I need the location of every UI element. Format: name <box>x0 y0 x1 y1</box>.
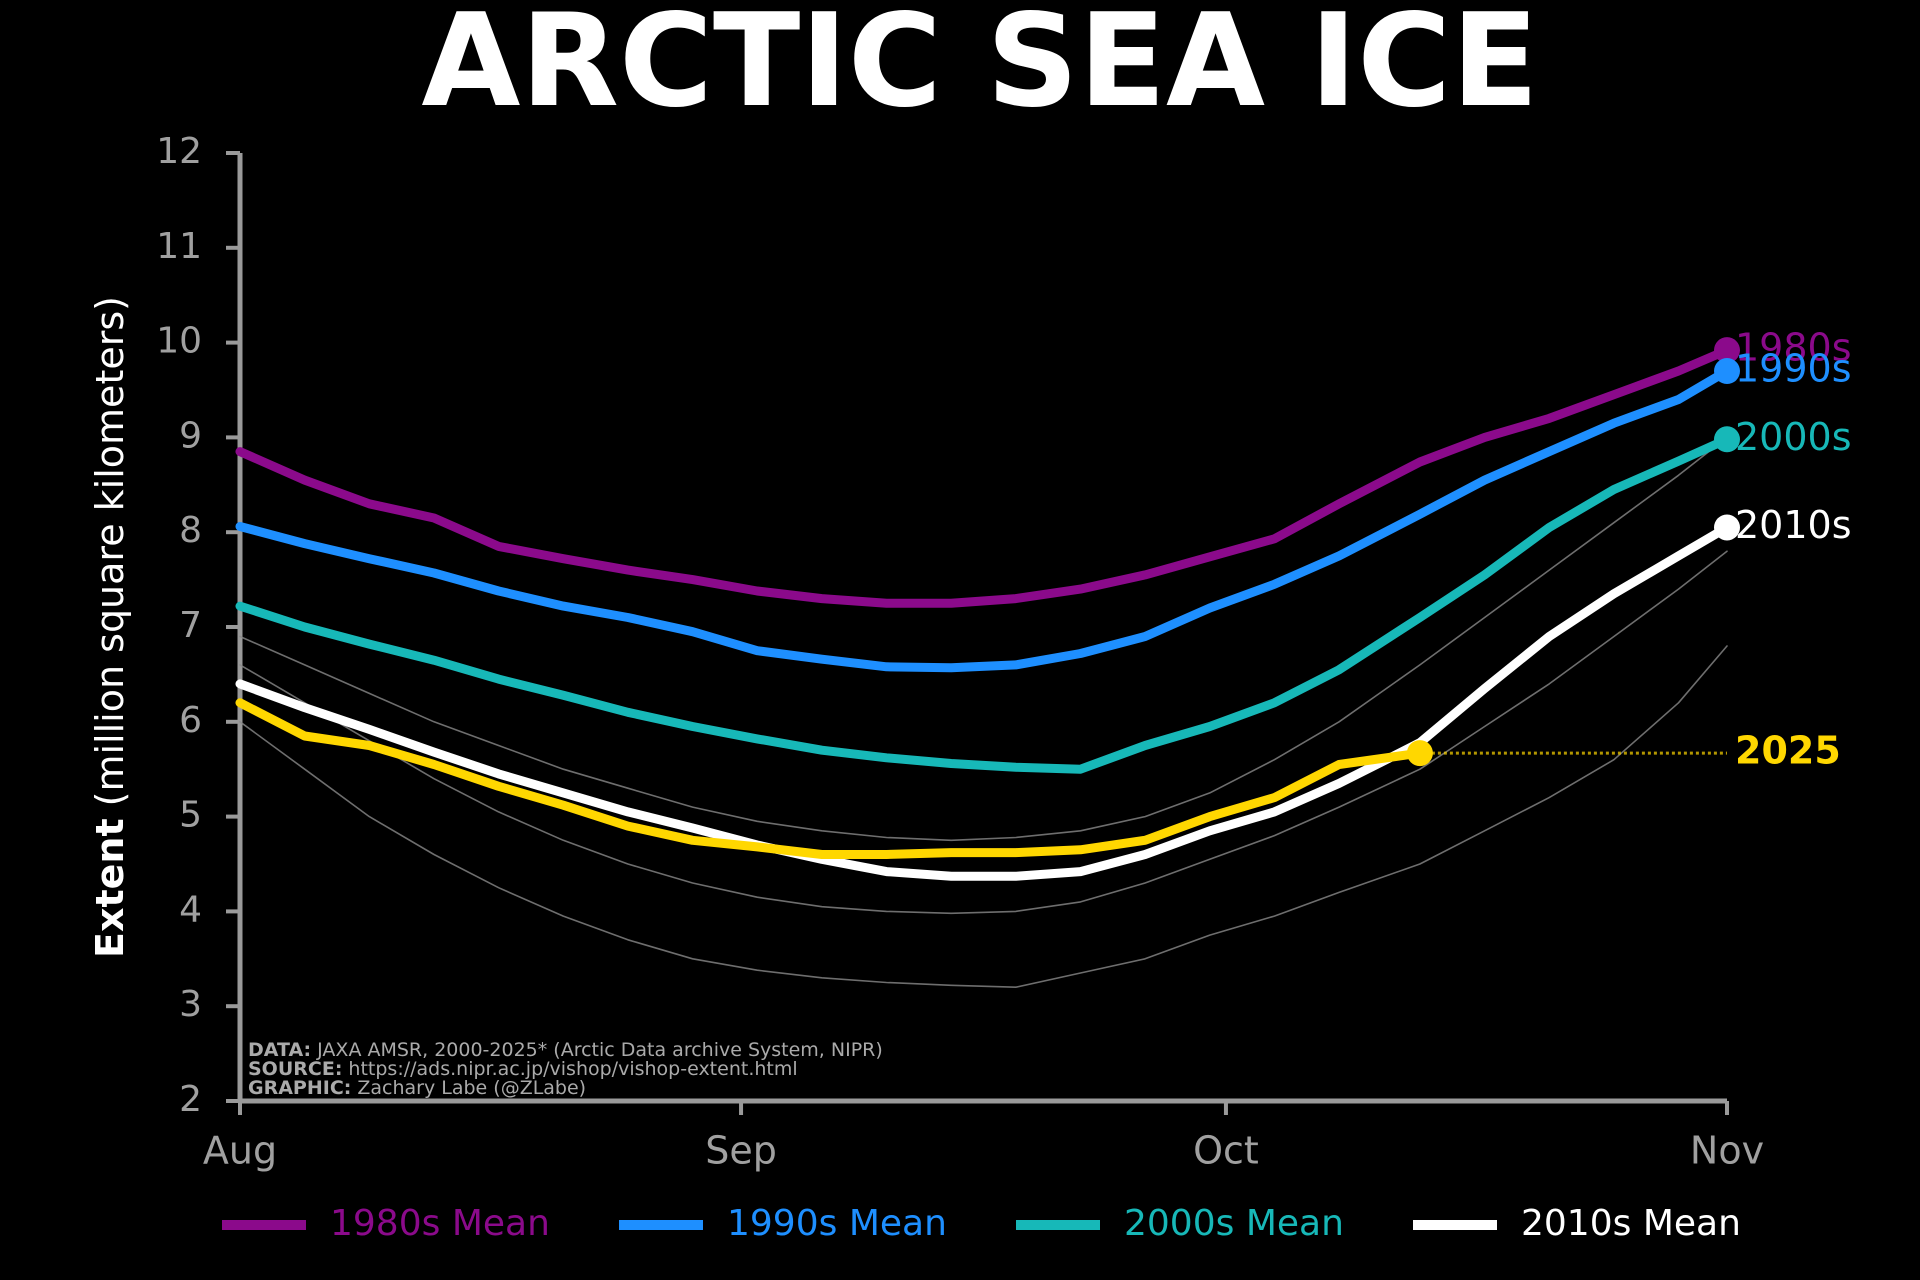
y-tick-label: 12 <box>156 131 202 172</box>
end-label: 2000s <box>1735 415 1852 459</box>
x-tick-label: Aug <box>203 1129 277 1173</box>
y-tick-label: 4 <box>179 889 202 930</box>
end-dot <box>1714 358 1740 385</box>
legend-label: 2000s Mean <box>1124 1203 1344 1244</box>
credit-line: GRAPHIC: Zachary Labe (@ZLabe) <box>248 1077 586 1099</box>
y-axis-title-bold: Extent <box>88 818 132 958</box>
series-line <box>235 345 1732 608</box>
legend-label: 1990s Mean <box>727 1203 947 1244</box>
chart-title: ARCTIC SEA ICE <box>421 0 1538 136</box>
end-label: 2025 <box>1735 729 1841 773</box>
end-dot <box>1406 740 1433 767</box>
credit-label: SOURCE: <box>248 1058 342 1080</box>
end-dot <box>1714 426 1740 453</box>
end-label: 2010s <box>1735 503 1852 547</box>
credit-line: DATA: JAXA AMSR, 2000-2025* (Arctic Data … <box>248 1039 883 1061</box>
credit-text: https://ads.nipr.ac.jp/vishop/vishop-ext… <box>348 1058 797 1080</box>
end-dot <box>1714 514 1740 541</box>
x-tick-label: Oct <box>1193 1129 1259 1173</box>
x-tick-label: Nov <box>1690 1129 1764 1173</box>
x-tick-label: Sep <box>705 1129 777 1173</box>
credit-text: JAXA AMSR, 2000-2025* (Arctic Data archi… <box>316 1039 883 1061</box>
series-line <box>235 698 1425 859</box>
credit-text: Zachary Labe (@ZLabe) <box>357 1077 586 1099</box>
y-tick-label: 5 <box>179 795 202 836</box>
year-line <box>239 436 1728 842</box>
y-tick-label: 2 <box>179 1079 202 1120</box>
credit-label: GRAPHIC: <box>248 1077 351 1099</box>
end-dot <box>1714 337 1740 364</box>
y-axis-title-rest: (million square kilometers) <box>88 296 132 806</box>
y-tick-label: 6 <box>179 700 202 741</box>
plot-area: 2 3 4 5 6 7 8 9 10 11 12 Aug Sep Oct Nov DATA: JAXA AMSR… <box>156 131 1851 1244</box>
y-tick-label: 9 <box>179 415 202 456</box>
y-tick-label: 10 <box>156 321 202 362</box>
series-line <box>235 434 1732 774</box>
series-line <box>235 523 1732 881</box>
y-tick-label: 7 <box>179 605 202 646</box>
end-label: 1990s <box>1735 347 1852 391</box>
series-line <box>235 366 1732 673</box>
y-tick-label: 3 <box>179 984 202 1025</box>
legend-label: 1980s Mean <box>330 1203 550 1244</box>
y-axis-title: Extent (million square kilometers) <box>88 296 132 958</box>
credit-label: DATA: <box>248 1039 311 1061</box>
year-line <box>239 550 1728 915</box>
y-tick-label: 8 <box>179 510 202 551</box>
legend-label: 2010s Mean <box>1521 1203 1741 1244</box>
year-line <box>239 645 1728 988</box>
credit-line: SOURCE: https://ads.nipr.ac.jp/vishop/vis… <box>248 1058 798 1080</box>
y-tick-label: 11 <box>156 226 202 267</box>
end-label: 1980s <box>1735 326 1852 370</box>
